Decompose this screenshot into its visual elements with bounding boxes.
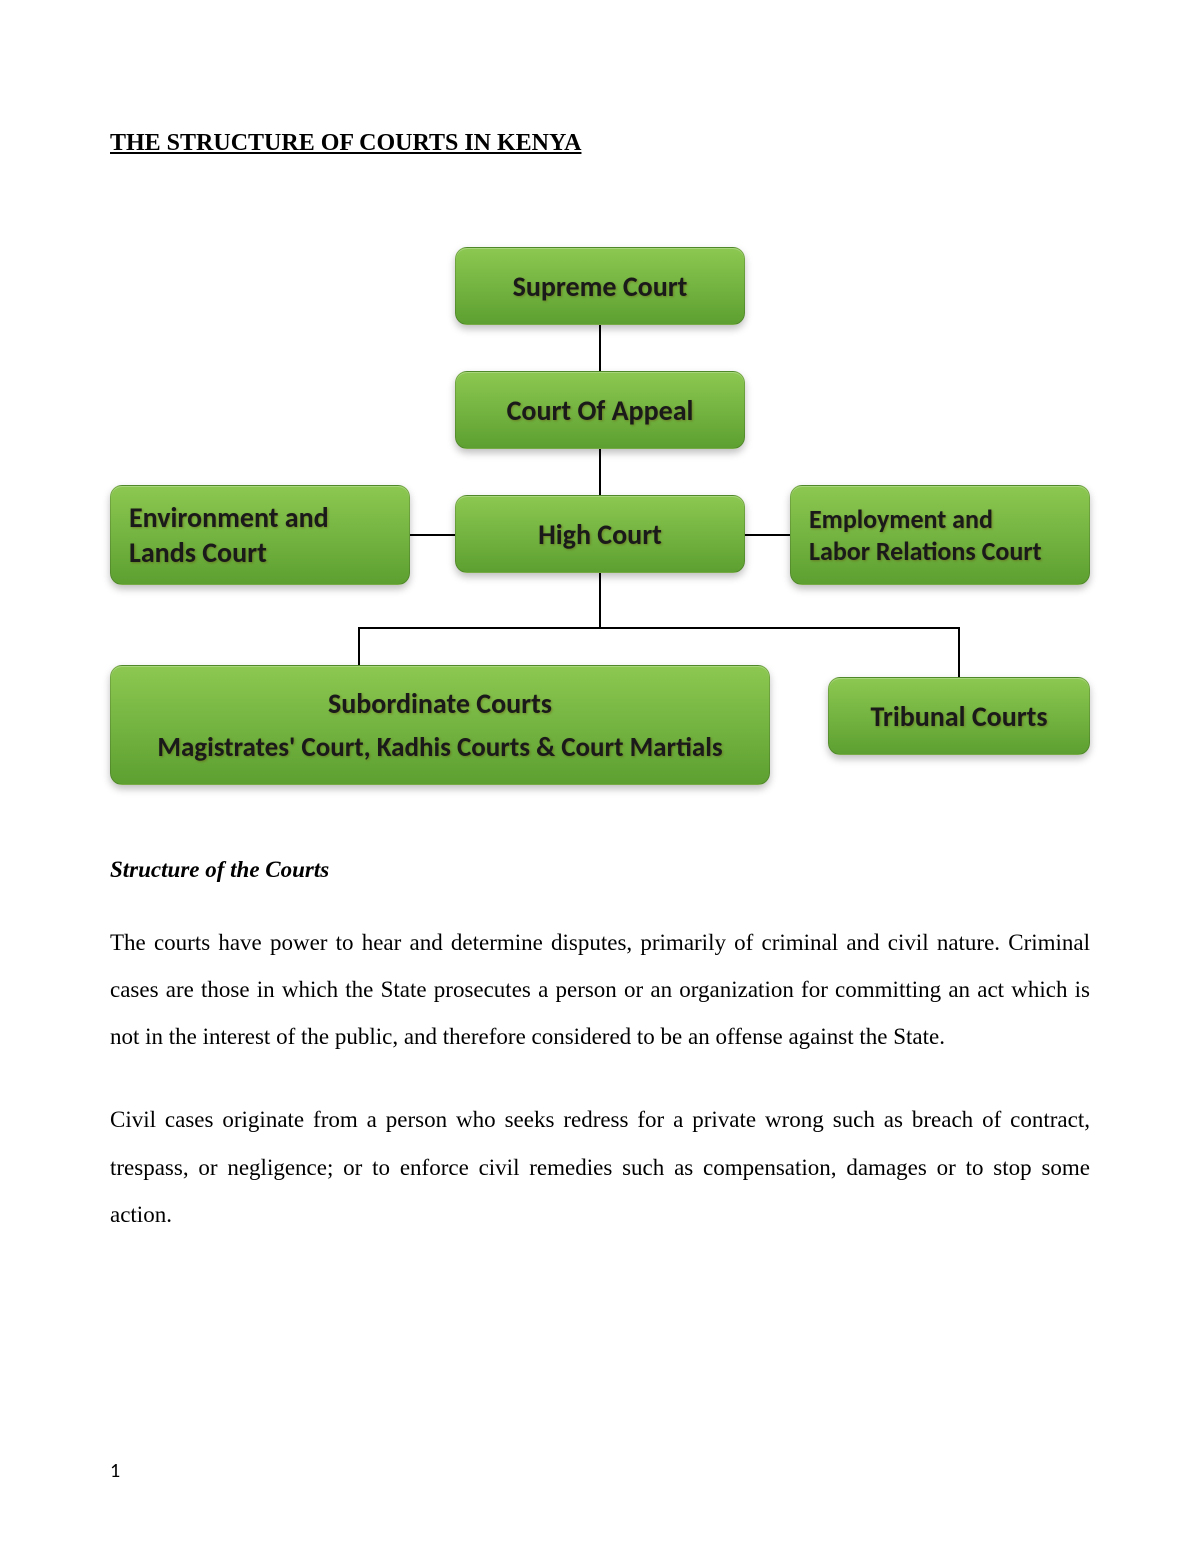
edge-bracket-left-drop bbox=[358, 627, 360, 665]
node-line: Magistrates' Court, Kadhis Courts & Cour… bbox=[157, 731, 722, 765]
edge-high-down bbox=[599, 573, 601, 627]
node-court-of-appeal: Court Of Appeal bbox=[455, 371, 745, 449]
node-label: High Court bbox=[538, 517, 662, 552]
edge-env-high bbox=[410, 534, 455, 536]
node-tribunal-courts: Tribunal Courts bbox=[828, 677, 1090, 755]
node-label: Supreme Court bbox=[513, 269, 688, 304]
edge-bracket-horizontal bbox=[358, 627, 960, 629]
edge-appeal-high bbox=[599, 449, 601, 495]
node-line: Labor Relations Court bbox=[809, 535, 1042, 568]
body-paragraph: Civil cases originate from a person who … bbox=[110, 1096, 1090, 1237]
node-line: Subordinate Courts bbox=[328, 686, 552, 721]
node-supreme-court: Supreme Court bbox=[455, 247, 745, 325]
node-label: Court Of Appeal bbox=[507, 393, 694, 428]
node-environment-lands-court: Environment and Lands Court bbox=[110, 485, 410, 585]
node-high-court: High Court bbox=[455, 495, 745, 573]
node-employment-labor-court: Employment and Labor Relations Court bbox=[790, 485, 1090, 585]
node-line: Lands Court bbox=[129, 535, 267, 570]
edge-high-emp bbox=[745, 534, 790, 536]
node-line: Environment and bbox=[129, 500, 329, 535]
page-number: 1 bbox=[110, 1459, 120, 1483]
court-structure-diagram: Supreme Court Court Of Appeal High Court… bbox=[110, 247, 1090, 807]
body-paragraph: The courts have power to hear and determ… bbox=[110, 919, 1090, 1060]
node-label: Tribunal Courts bbox=[870, 699, 1047, 734]
node-line: Employment and bbox=[809, 503, 993, 536]
section-subtitle: Structure of the Courts bbox=[110, 857, 1090, 883]
edge-bracket-right-drop bbox=[958, 627, 960, 677]
page-title: THE STRUCTURE OF COURTS IN KENYA bbox=[110, 130, 1090, 157]
node-subordinate-courts: Subordinate Courts Magistrates' Court, K… bbox=[110, 665, 770, 785]
edge-supreme-appeal bbox=[599, 325, 601, 371]
